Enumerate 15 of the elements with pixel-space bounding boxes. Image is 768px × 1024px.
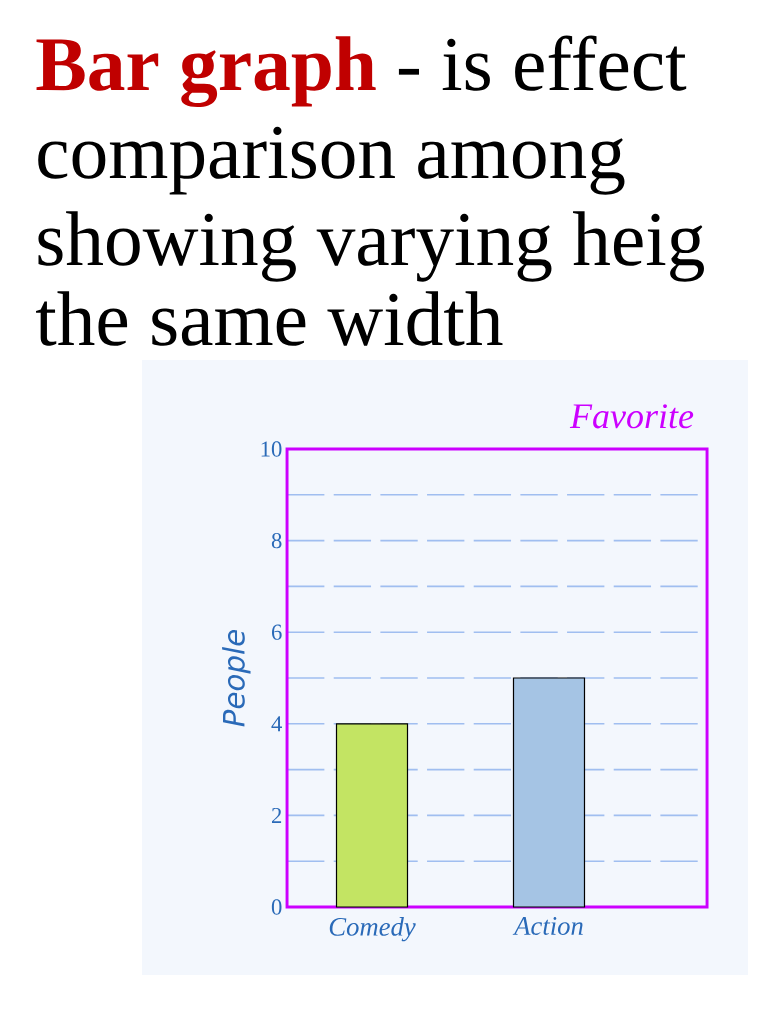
y-tick-label: 4 xyxy=(271,716,282,732)
text: showing varying heig xyxy=(38,211,704,282)
text: - is effect xyxy=(398,35,687,91)
y-axis-title: People xyxy=(222,630,251,727)
x-tick-label: Comedy xyxy=(329,917,416,942)
y-tick-label: 0 xyxy=(271,899,282,915)
text: comparison among xyxy=(38,126,625,195)
y-tick-label: 2 xyxy=(272,807,282,823)
chart-title: Favorite xyxy=(569,404,694,429)
y-tick-label: 10 xyxy=(261,441,282,457)
text: the same width xyxy=(36,291,503,346)
y-tick-label: 8 xyxy=(271,532,282,549)
y-tick-label: 6 xyxy=(271,624,282,640)
x-tick-label: Action xyxy=(512,917,583,935)
text: Bar graph xyxy=(36,36,376,108)
